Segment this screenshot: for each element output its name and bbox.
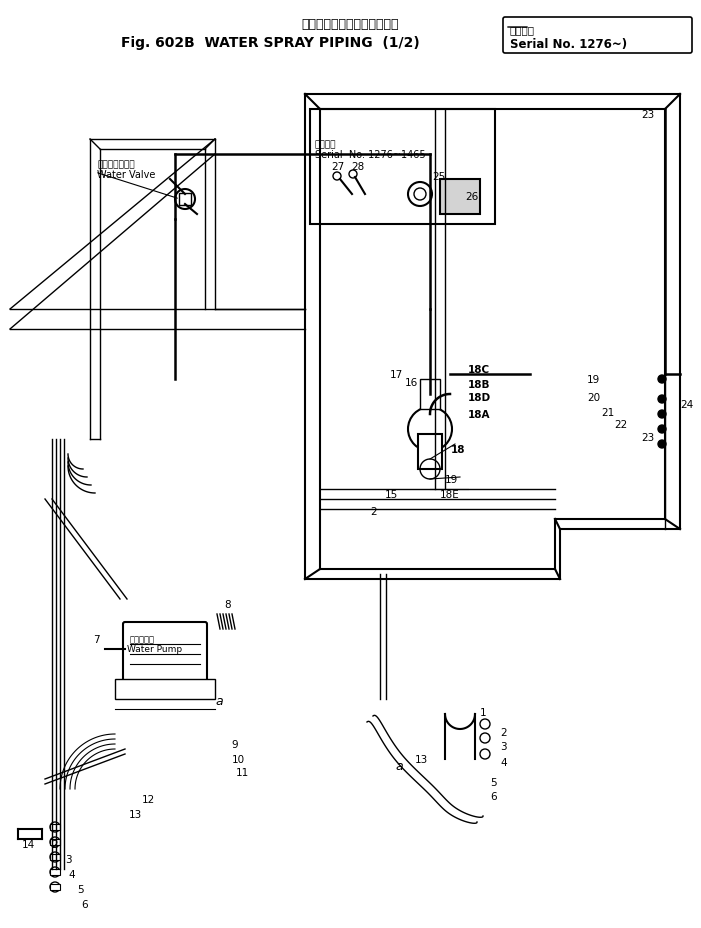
Bar xyxy=(50,839,60,845)
Bar xyxy=(50,824,60,831)
Text: 散水ポンプ: 散水ポンプ xyxy=(130,635,155,643)
Text: 14: 14 xyxy=(21,839,34,849)
Bar xyxy=(310,110,495,225)
Text: 16: 16 xyxy=(405,378,418,388)
Text: 1: 1 xyxy=(480,707,486,717)
Text: 4: 4 xyxy=(69,869,75,879)
Bar xyxy=(179,194,191,206)
Text: 5: 5 xyxy=(76,884,83,894)
Text: 18B: 18B xyxy=(468,380,491,390)
Text: 9: 9 xyxy=(232,740,238,749)
Text: 19: 19 xyxy=(587,375,600,384)
Text: 7: 7 xyxy=(93,635,100,644)
Text: 6: 6 xyxy=(490,792,496,801)
Text: 適用号機: 適用号機 xyxy=(510,25,535,35)
Text: 3: 3 xyxy=(64,854,72,864)
Text: 6: 6 xyxy=(82,899,88,909)
Text: 18C: 18C xyxy=(468,365,490,375)
Circle shape xyxy=(658,376,666,383)
Text: 21: 21 xyxy=(601,407,615,418)
Circle shape xyxy=(658,395,666,404)
FancyBboxPatch shape xyxy=(123,623,207,691)
Text: 17: 17 xyxy=(390,369,403,380)
Text: 18D: 18D xyxy=(468,393,491,403)
Text: 13: 13 xyxy=(415,754,428,764)
Text: 2: 2 xyxy=(500,728,507,737)
Text: Water Pump: Water Pump xyxy=(127,644,182,653)
Bar xyxy=(50,854,60,860)
Text: a: a xyxy=(215,694,223,707)
Bar xyxy=(420,380,440,409)
Bar xyxy=(418,434,442,470)
Text: 20: 20 xyxy=(587,393,600,403)
Text: 13: 13 xyxy=(128,809,142,819)
Circle shape xyxy=(658,410,666,419)
Text: ウォータバルブ: ウォータバルブ xyxy=(97,160,135,169)
Text: 15: 15 xyxy=(385,489,398,499)
Text: 4: 4 xyxy=(500,757,507,767)
Bar xyxy=(50,869,60,875)
Text: 25: 25 xyxy=(432,172,445,182)
Text: 28: 28 xyxy=(351,161,365,172)
Bar xyxy=(440,180,480,214)
Circle shape xyxy=(658,441,666,448)
Text: 2: 2 xyxy=(52,839,58,849)
Text: Serial  No. 1276~1465: Serial No. 1276~1465 xyxy=(315,149,426,160)
Text: 23: 23 xyxy=(641,110,654,120)
Text: 10: 10 xyxy=(231,754,245,764)
Text: 24: 24 xyxy=(680,400,693,409)
Text: 18: 18 xyxy=(451,445,465,455)
Text: 8: 8 xyxy=(224,599,231,610)
Text: 26: 26 xyxy=(465,192,478,201)
Text: 22: 22 xyxy=(615,419,628,430)
Text: 適用号機: 適用号機 xyxy=(315,140,336,148)
Text: 3: 3 xyxy=(500,741,507,751)
Bar xyxy=(50,884,60,890)
Text: Serial No. 1276~): Serial No. 1276~) xyxy=(510,38,627,51)
Text: ウォータスプレイパイピング: ウォータスプレイパイピング xyxy=(301,18,399,31)
FancyBboxPatch shape xyxy=(503,18,692,54)
Text: 12: 12 xyxy=(142,794,155,805)
Circle shape xyxy=(658,426,666,433)
Text: 18A: 18A xyxy=(468,409,491,419)
Text: 19: 19 xyxy=(445,474,458,484)
Text: 23: 23 xyxy=(641,432,654,443)
Bar xyxy=(115,679,215,699)
Text: 27: 27 xyxy=(332,161,345,172)
Text: Water Valve: Water Valve xyxy=(97,170,156,180)
Text: 18E: 18E xyxy=(440,489,460,499)
Text: a: a xyxy=(395,759,402,772)
Text: 11: 11 xyxy=(236,767,249,777)
Text: 2: 2 xyxy=(370,507,376,517)
Text: 5: 5 xyxy=(490,777,496,787)
Text: Fig. 602B  WATER SPRAY PIPING  (1/2): Fig. 602B WATER SPRAY PIPING (1/2) xyxy=(121,36,419,50)
